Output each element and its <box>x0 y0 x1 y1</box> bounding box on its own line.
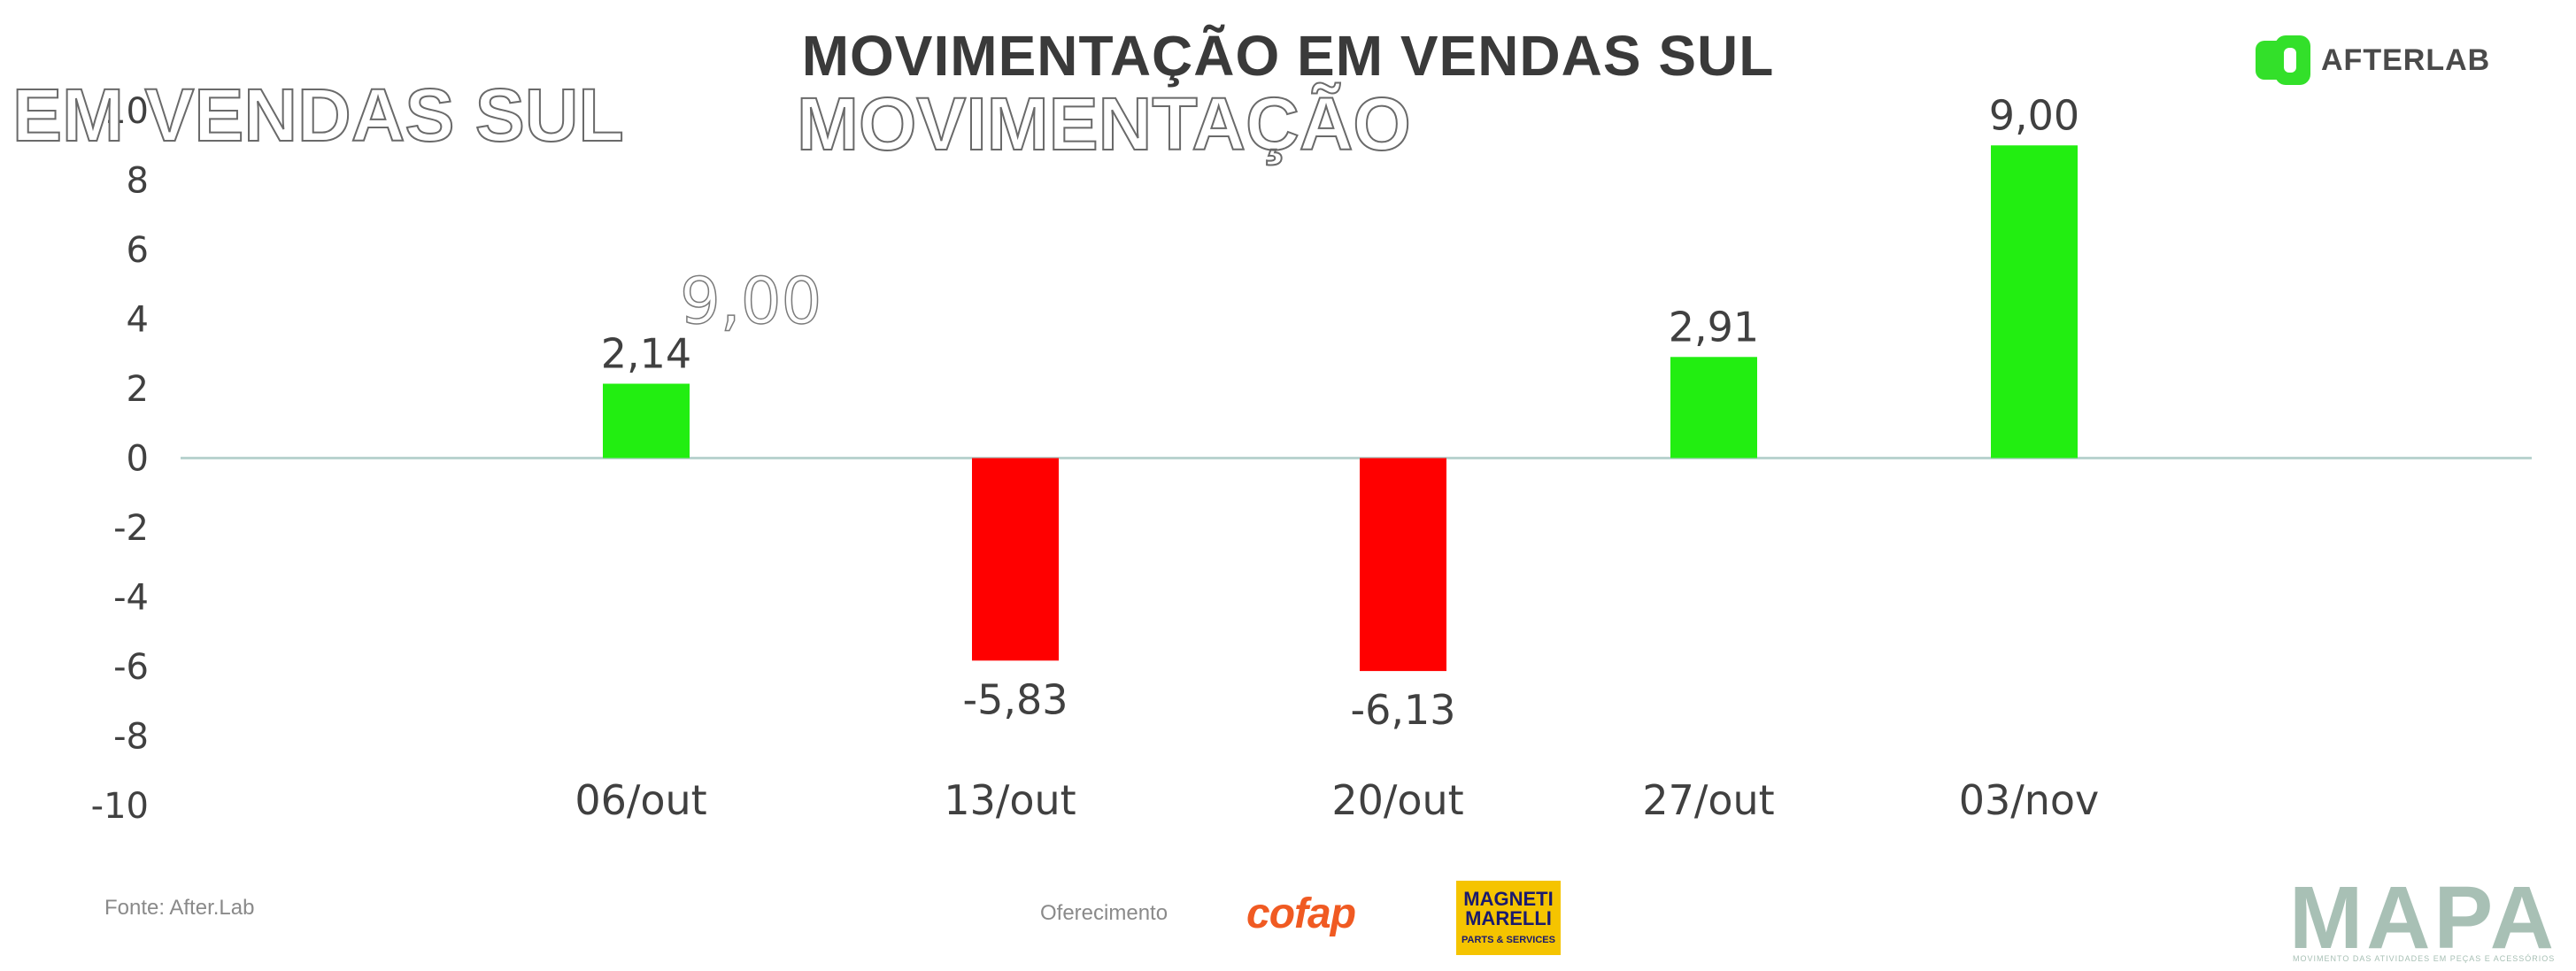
brand: AFTERLAB <box>2256 34 2490 87</box>
y-tick-label: -10 <box>91 786 149 827</box>
x-tick-label: 27/out <box>1642 776 1774 824</box>
bar-06-out <box>603 383 690 459</box>
value-labels: 2,14 -5,83 -6,13 2,91 9,00 <box>601 91 2079 734</box>
magneti-line-2: MARELLI <box>1465 907 1552 929</box>
y-tick-label: 4 <box>127 300 149 341</box>
bar-03-nov <box>1991 145 2078 459</box>
y-tick-label: 2 <box>127 369 149 410</box>
cofap-logo: cofap <box>1246 890 1356 937</box>
x-tick-label: 06/out <box>575 776 706 824</box>
afterlab-logo-icon <box>2256 35 2310 85</box>
value-label: -6,13 <box>1350 686 1455 734</box>
x-tick-label: 13/out <box>944 776 1076 824</box>
bar-20-out <box>1360 458 1446 672</box>
value-label: 2,91 <box>1669 303 1759 351</box>
y-tick-label: -4 <box>113 578 149 619</box>
value-label: 2,14 <box>601 330 691 378</box>
value-label: 9,00 <box>1989 91 2079 139</box>
chart-title: MOVIMENTAÇÃO EM VENDAS SUL <box>801 24 1775 88</box>
ghost-value-overlay: 9,00 <box>679 263 822 339</box>
bars <box>603 145 2078 672</box>
y-tick-label: 10 <box>104 91 149 132</box>
y-tick-label: -6 <box>113 647 149 688</box>
sponsor-label: Oferecimento <box>1040 901 1168 925</box>
y-tick-label: 6 <box>127 230 149 271</box>
ghost-title-overlay: EM VENDAS SUL <box>12 73 625 158</box>
mapa-logo: MAPA <box>2289 868 2558 967</box>
y-tick-label: 0 <box>127 439 149 480</box>
y-tick-label: 8 <box>127 161 149 202</box>
source-note: Fonte: After.Lab <box>104 896 255 920</box>
x-tick-label: 20/out <box>1331 776 1463 824</box>
x-axis-ticks: 06/out 13/out 20/out 27/out 03/nov <box>575 776 2099 824</box>
x-tick-label: 03/nov <box>1959 776 2100 824</box>
mapa-tagline: MOVIMENTO DAS ATIVIDADES EM PEÇAS E ACES… <box>2293 954 2556 963</box>
ghost-title-overlay-2: MOVIMENTAÇÃO <box>796 81 1412 166</box>
magneti-line-1: MAGNETI <box>1463 888 1554 910</box>
brand-name: AFTERLAB <box>2321 42 2491 77</box>
bar-27-out <box>1670 357 1757 459</box>
y-axis-ticks: 10 8 6 4 2 0 -2 -4 -6 -8 -10 <box>91 91 149 827</box>
value-label: -5,83 <box>962 675 1068 723</box>
bar-13-out <box>972 458 1059 661</box>
y-tick-label: -8 <box>113 717 149 758</box>
y-tick-label: -2 <box>113 508 149 549</box>
magneti-marelli-logo: MAGNETI MARELLI PARTS & SERVICES <box>1456 881 1561 955</box>
magneti-line-3: PARTS & SERVICES <box>1462 935 1555 945</box>
